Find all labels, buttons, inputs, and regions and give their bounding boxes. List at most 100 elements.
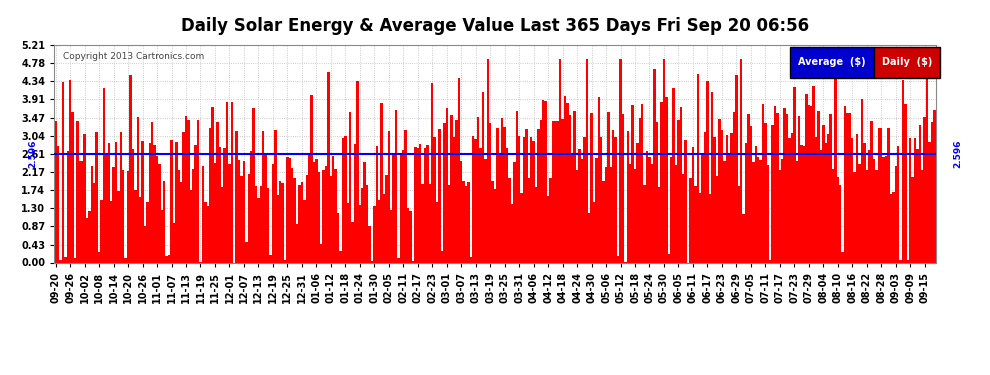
Bar	[521, 193, 523, 262]
Bar	[848, 113, 851, 262]
Bar	[434, 137, 436, 262]
Bar	[665, 98, 667, 262]
Bar	[709, 194, 711, 262]
Bar	[363, 162, 366, 262]
Bar	[93, 183, 95, 262]
Text: 2.596: 2.596	[28, 140, 37, 168]
Bar	[501, 118, 504, 262]
Bar	[120, 132, 122, 262]
Bar	[132, 149, 134, 262]
Bar	[694, 186, 697, 262]
Bar	[397, 258, 400, 262]
Bar	[86, 218, 88, 262]
Bar	[726, 135, 728, 262]
Bar	[837, 177, 839, 262]
Bar	[54, 122, 56, 262]
Bar	[742, 214, 744, 262]
Bar	[858, 164, 860, 262]
Bar	[298, 185, 301, 262]
Bar	[444, 123, 446, 262]
Bar	[142, 141, 144, 262]
Bar	[158, 164, 160, 262]
Bar	[271, 164, 274, 262]
Bar	[71, 112, 74, 262]
Bar	[934, 111, 936, 262]
Bar	[692, 147, 694, 262]
Bar	[667, 254, 670, 262]
Bar	[622, 114, 624, 262]
Bar	[351, 222, 353, 262]
Bar	[455, 120, 457, 262]
Bar	[236, 131, 238, 262]
Bar	[100, 200, 103, 262]
Bar	[392, 153, 395, 262]
Bar	[766, 165, 769, 262]
Bar	[761, 104, 764, 262]
Bar	[182, 132, 185, 262]
Bar	[605, 167, 607, 262]
Bar	[902, 80, 904, 262]
Bar	[822, 125, 825, 262]
Bar	[477, 117, 479, 262]
Bar	[585, 59, 588, 262]
Bar	[909, 138, 912, 262]
Bar	[441, 251, 444, 262]
Bar	[738, 186, 740, 262]
Bar	[197, 120, 199, 262]
Bar	[684, 140, 687, 262]
Bar	[224, 148, 226, 262]
Bar	[325, 166, 328, 262]
Bar	[870, 121, 873, 262]
Bar	[353, 144, 356, 262]
Bar	[808, 105, 810, 262]
Bar	[711, 92, 714, 262]
Bar	[914, 138, 916, 262]
Bar	[576, 170, 578, 262]
Bar	[368, 226, 370, 262]
Bar	[530, 137, 533, 262]
Bar	[439, 129, 441, 262]
Bar	[115, 142, 117, 262]
Bar	[921, 170, 924, 262]
Bar	[877, 128, 880, 262]
Bar	[328, 72, 330, 262]
Bar	[400, 154, 402, 262]
Bar	[754, 146, 757, 262]
Bar	[568, 115, 571, 262]
Bar	[172, 223, 175, 262]
Bar	[318, 171, 320, 262]
Bar	[472, 136, 474, 262]
Bar	[875, 170, 877, 262]
Bar	[276, 195, 279, 262]
Bar	[216, 122, 219, 262]
Bar	[105, 154, 108, 262]
Bar	[405, 130, 407, 262]
Bar	[544, 101, 546, 262]
Bar	[731, 133, 733, 262]
Bar	[356, 81, 358, 262]
Bar	[554, 121, 556, 262]
Bar	[160, 210, 163, 262]
Bar	[757, 157, 759, 262]
Bar	[830, 114, 832, 262]
Bar	[482, 92, 484, 262]
Bar	[385, 176, 387, 262]
Bar	[598, 97, 600, 262]
Bar	[269, 255, 271, 262]
Bar	[125, 258, 127, 262]
Bar	[207, 206, 209, 262]
Bar	[284, 260, 286, 262]
Bar	[632, 105, 634, 262]
Bar	[424, 148, 427, 262]
Bar	[546, 196, 549, 262]
Bar	[919, 125, 921, 262]
Bar	[496, 128, 499, 262]
Bar	[506, 148, 508, 262]
Bar	[851, 138, 853, 262]
Bar	[504, 128, 506, 262]
Bar	[629, 164, 632, 262]
Bar	[551, 122, 554, 262]
Bar	[800, 146, 803, 262]
Bar	[897, 146, 899, 262]
Bar	[259, 186, 262, 262]
